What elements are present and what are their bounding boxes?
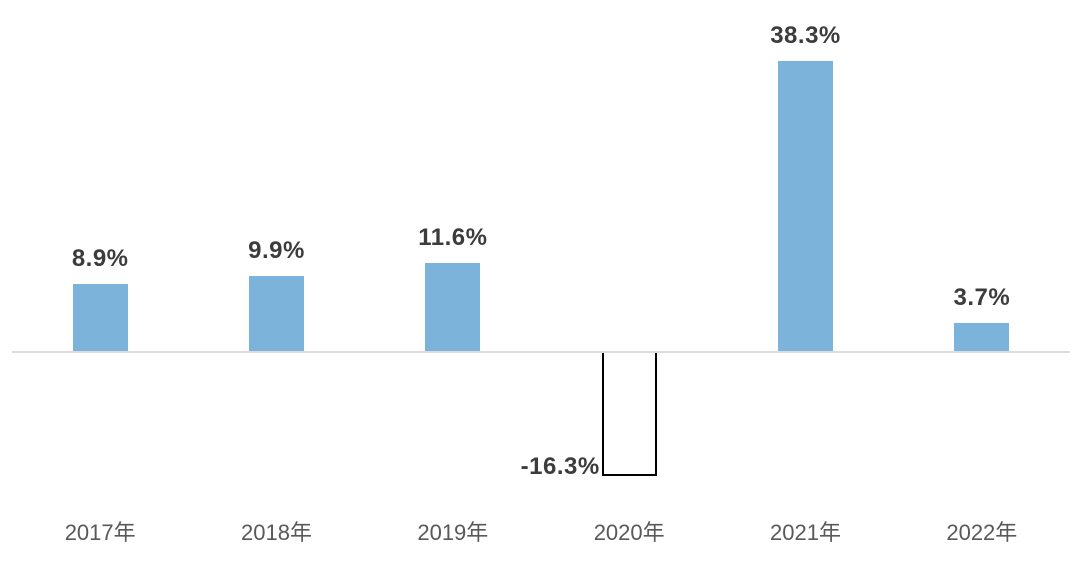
value-label-2019: 11.6% [418,224,488,251]
bar-2021 [777,61,833,351]
x-tick-2022: 2022年 [946,520,1018,545]
value-label-2022: 3.7% [953,284,1011,311]
bar-2022 [954,323,1010,351]
bar-2017 [72,284,128,351]
category-slot-2021: 38.3% 2021年 [717,0,893,584]
x-tick-2018: 2018年 [241,520,312,545]
value-label-2017: 8.9% [71,245,129,272]
bar-2020 [601,353,657,476]
value-label-2020: -16.3% [520,453,600,480]
x-tick-2020: 2020年 [593,520,665,545]
x-tick-2017: 2017年 [64,520,136,545]
category-slot-2019: 11.6% 2019年 [365,0,541,584]
category-slot-2022: 3.7% 2022年 [894,0,1070,584]
bar-2018 [248,276,304,351]
value-label-2021: 38.3% [770,22,841,49]
category-slot-2020: -16.3% 2020年 [521,0,717,584]
value-label-2018: 9.9% [248,237,305,264]
category-slot-2018: 9.9% 2018年 [188,0,364,584]
x-tick-2019: 2019年 [417,520,489,545]
x-axis-line [12,351,1070,353]
category-slot-2017: 8.9% 2017年 [12,0,188,584]
x-tick-2021: 2021年 [770,520,841,545]
bar-2019 [425,263,481,351]
